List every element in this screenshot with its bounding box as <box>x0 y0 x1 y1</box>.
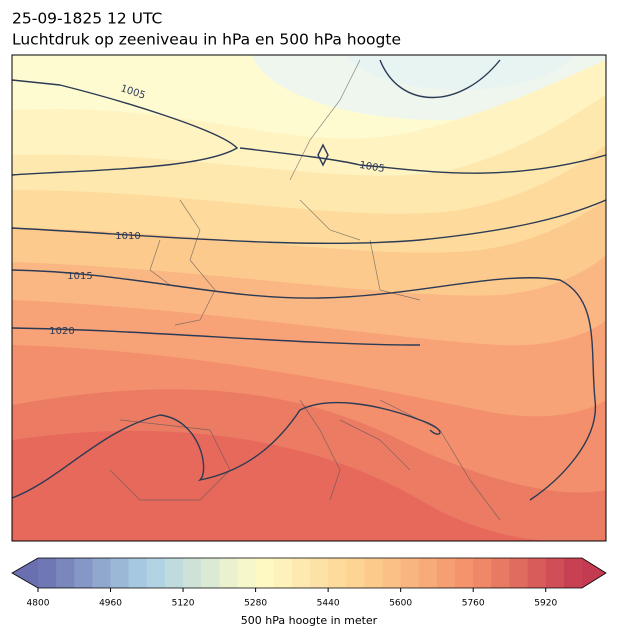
colorbar-band <box>509 558 529 588</box>
colorbar-band <box>255 558 275 588</box>
colorbar-extend-high <box>582 558 606 588</box>
map-frame <box>11 54 607 542</box>
colorbar-tick-label: 5920 <box>534 599 557 609</box>
colorbar-band <box>328 558 347 588</box>
isobar <box>12 79 239 176</box>
colorbar-tick-label: 5280 <box>244 599 267 609</box>
isobar <box>317 59 501 167</box>
isobar <box>12 269 597 501</box>
colorbar-tick-label: 4960 <box>99 599 122 609</box>
colorbar-band <box>110 558 130 588</box>
colorbar-band <box>310 558 329 588</box>
colorbar-band <box>291 558 311 588</box>
colorbar-tick-label: 5760 <box>462 599 485 609</box>
isobar <box>12 401 441 499</box>
colorbar-band <box>455 558 474 588</box>
isobar-label: 1015 <box>67 271 92 282</box>
colorbar-band <box>436 558 456 588</box>
colorbar-label: 500 hPa hoogte in meter <box>241 614 378 627</box>
colorbar: 4800 4960 5120 5280 5440 5600 5760 5920 <box>11 557 607 609</box>
isobar-label: 1010 <box>115 231 140 242</box>
isobar-label: 1005 <box>358 160 385 175</box>
band <box>345 55 575 90</box>
colorbar-band <box>563 558 583 588</box>
isobar <box>12 327 421 346</box>
colorbar-band <box>364 558 384 588</box>
colorbar-tick-label: 4800 <box>27 599 50 609</box>
colorbar-band <box>491 558 510 588</box>
band <box>12 430 560 541</box>
colorbar-band <box>527 558 547 588</box>
colorbar-band <box>382 558 402 588</box>
colorbar-band <box>273 558 293 588</box>
colorbar-band <box>128 558 148 588</box>
isobar-label: 1020 <box>49 326 74 337</box>
colorbar-band <box>400 558 420 588</box>
colorbar-extend-low <box>12 558 38 588</box>
colorbar-tick-label: 5120 <box>172 599 195 609</box>
colorbar-tick-label: 5440 <box>317 599 340 609</box>
isobar <box>239 147 606 174</box>
colorbar-band <box>418 558 438 588</box>
colorbar-band <box>183 558 202 588</box>
colorbar-band <box>201 558 220 588</box>
colorbar-band <box>146 558 166 588</box>
colorbar-frame <box>11 557 607 589</box>
colorbar-band <box>164 558 184 588</box>
colorbar-band <box>473 558 492 588</box>
isobar <box>12 199 606 245</box>
chart-title: Luchtdruk op zeeniveau in hPa en 500 hPa… <box>12 31 401 49</box>
colorbar-band <box>219 558 238 588</box>
colorbar-band <box>92 558 112 588</box>
colorbar-band <box>346 558 365 588</box>
colorbar-band <box>56 558 75 588</box>
colorbar-band <box>545 558 565 588</box>
map: 1005 1005 1010 1015 1020 <box>12 55 606 541</box>
colorbar-band <box>74 558 93 588</box>
coastline <box>109 59 501 521</box>
colorbar-band <box>237 558 257 588</box>
date-title: 25-09-1825 12 UTC <box>12 10 162 28</box>
colorbar-tick-label: 5600 <box>389 599 412 609</box>
colorbar-band <box>38 558 57 588</box>
